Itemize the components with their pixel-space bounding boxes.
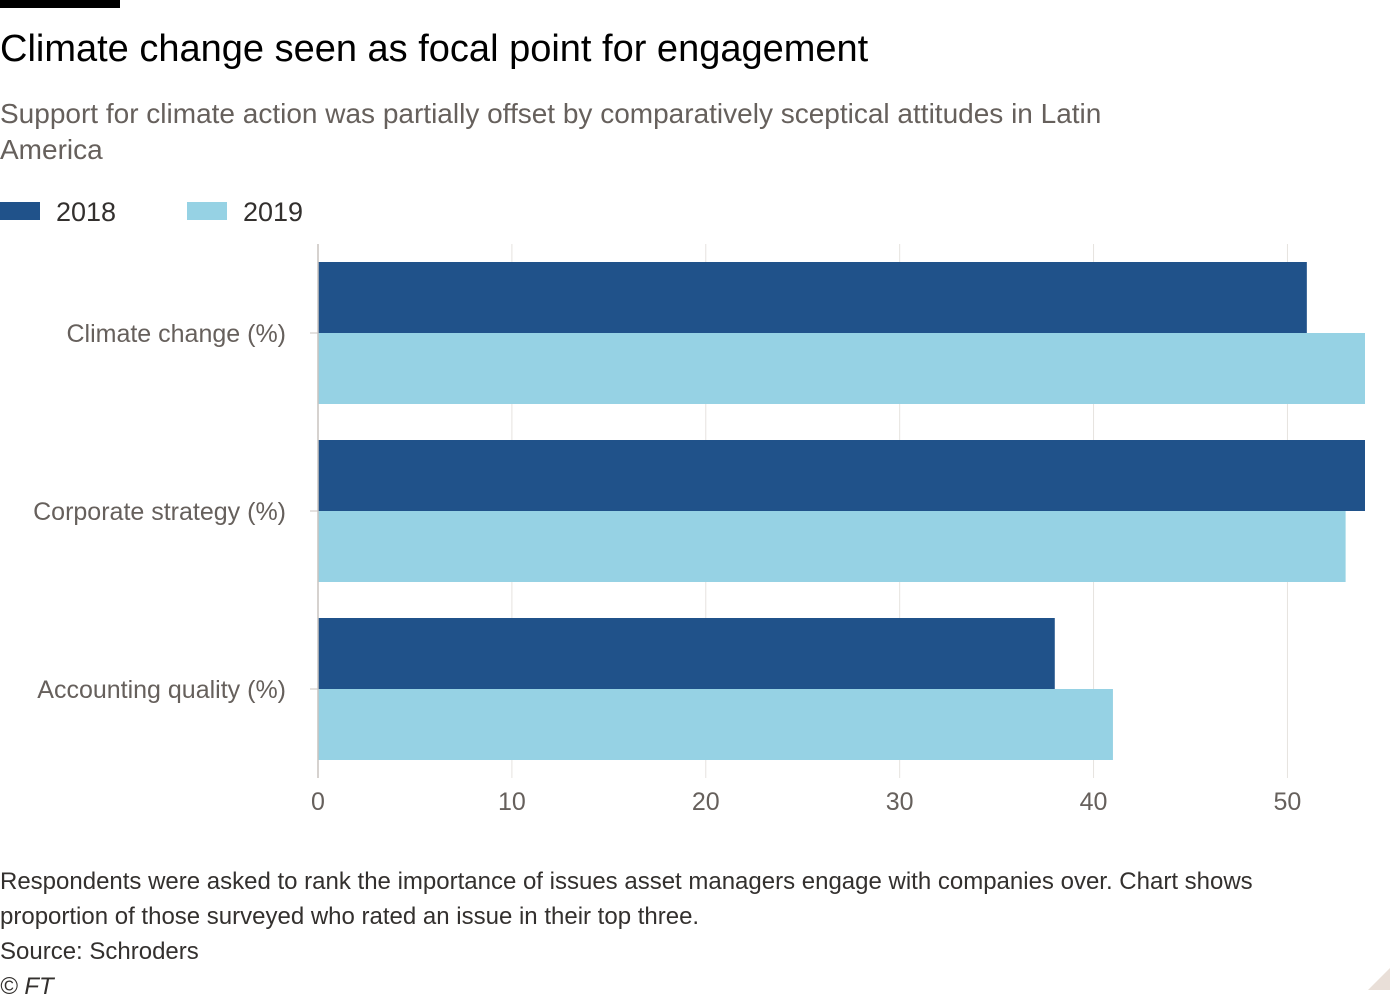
- chart-footnote: Respondents were asked to rank the impor…: [0, 864, 1400, 1004]
- corner-fold-icon: [1368, 968, 1390, 990]
- x-tick-label-10: 10: [498, 788, 526, 816]
- source-text: Source: Schroders: [0, 938, 199, 965]
- header-accent-bar: [0, 0, 120, 8]
- bar-2019-2: [318, 511, 1346, 582]
- bar-2019-1: [318, 333, 1365, 404]
- x-tick-label-20: 20: [692, 788, 720, 816]
- bar-2019-3: [318, 689, 1113, 760]
- legend-label-2019: 2019: [243, 197, 304, 227]
- legend-label-2018: 2018: [56, 197, 117, 227]
- bar-2018-2: [318, 440, 1365, 511]
- legend-swatch-2018: [0, 202, 40, 220]
- category-label-3: Accounting quality (%): [37, 676, 286, 704]
- x-tick-label-40: 40: [1080, 788, 1108, 816]
- footnote-line-1: Respondents were asked to rank the impor…: [0, 868, 1253, 895]
- category-label-2: Corporate strategy (%): [33, 498, 286, 526]
- bar-chart: Climate change (%) Corporate strategy (%)…: [33, 244, 1365, 816]
- x-tick-label-0: 0: [311, 788, 325, 816]
- footnote-line-2: proportion of those surveyed who rated a…: [0, 903, 700, 930]
- category-label-1: Climate change (%): [66, 320, 286, 348]
- chart-subtitle: Support for climate action was partially…: [0, 98, 1102, 165]
- x-tick-label-50: 50: [1274, 788, 1302, 816]
- chart-title: Climate change seen as focal point for e…: [0, 28, 869, 70]
- bar-2018-3: [318, 618, 1055, 689]
- copyright-text: © FT: [0, 973, 54, 1000]
- legend-swatch-2019: [187, 202, 227, 220]
- x-tick-label-30: 30: [886, 788, 914, 816]
- bar-2018-1: [318, 262, 1307, 333]
